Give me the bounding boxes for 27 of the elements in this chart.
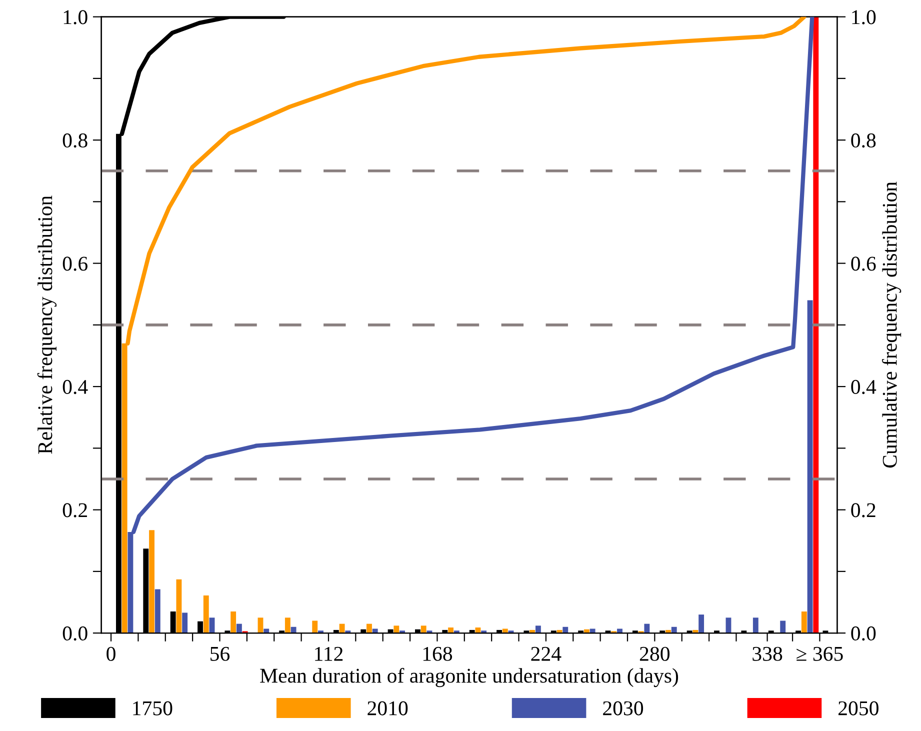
- y2-tick-label: 1.0: [852, 10, 876, 24]
- y-tick-label: 0.2: [62, 503, 87, 518]
- x-tick-label: 56: [210, 646, 230, 661]
- y-tick-label: 0.6: [62, 256, 88, 271]
- x-axis-title: Mean duration of aragonite undersaturation (days): [260, 668, 678, 688]
- y2-tick-label: 0.6: [851, 256, 876, 271]
- y-axis-title: Relative frequency distribution: [37, 196, 57, 454]
- legend-label: 2030: [603, 701, 644, 716]
- y-tick-label: 1.0: [64, 10, 88, 24]
- y-tick-label: 0.8: [62, 133, 88, 148]
- x-tick-label: 112: [315, 646, 343, 661]
- y2-tick-label: 0.2: [851, 503, 876, 518]
- x-tick-label: 224: [531, 646, 562, 661]
- legend-label: 2050: [838, 701, 878, 716]
- x-tick-label: 168: [423, 646, 452, 661]
- x-tick-label: 280: [640, 646, 670, 661]
- y2-tick-label: 0.8: [851, 133, 876, 148]
- y-tick-label: 0.0: [62, 626, 88, 641]
- x-tick-label: ≥ 365: [796, 646, 843, 661]
- y2-axis-title: Cumulative frequency distribution: [882, 182, 902, 468]
- y2-tick-label: 0.4: [851, 380, 876, 394]
- x-tick-label: 0: [106, 646, 116, 661]
- y2-tick-label: 0.0: [851, 626, 876, 641]
- y-tick-label: 0.4: [62, 380, 88, 394]
- legend-label: 1750: [133, 701, 172, 716]
- legend-label: 2010: [368, 701, 408, 716]
- x-tick-label: 338: [752, 646, 782, 661]
